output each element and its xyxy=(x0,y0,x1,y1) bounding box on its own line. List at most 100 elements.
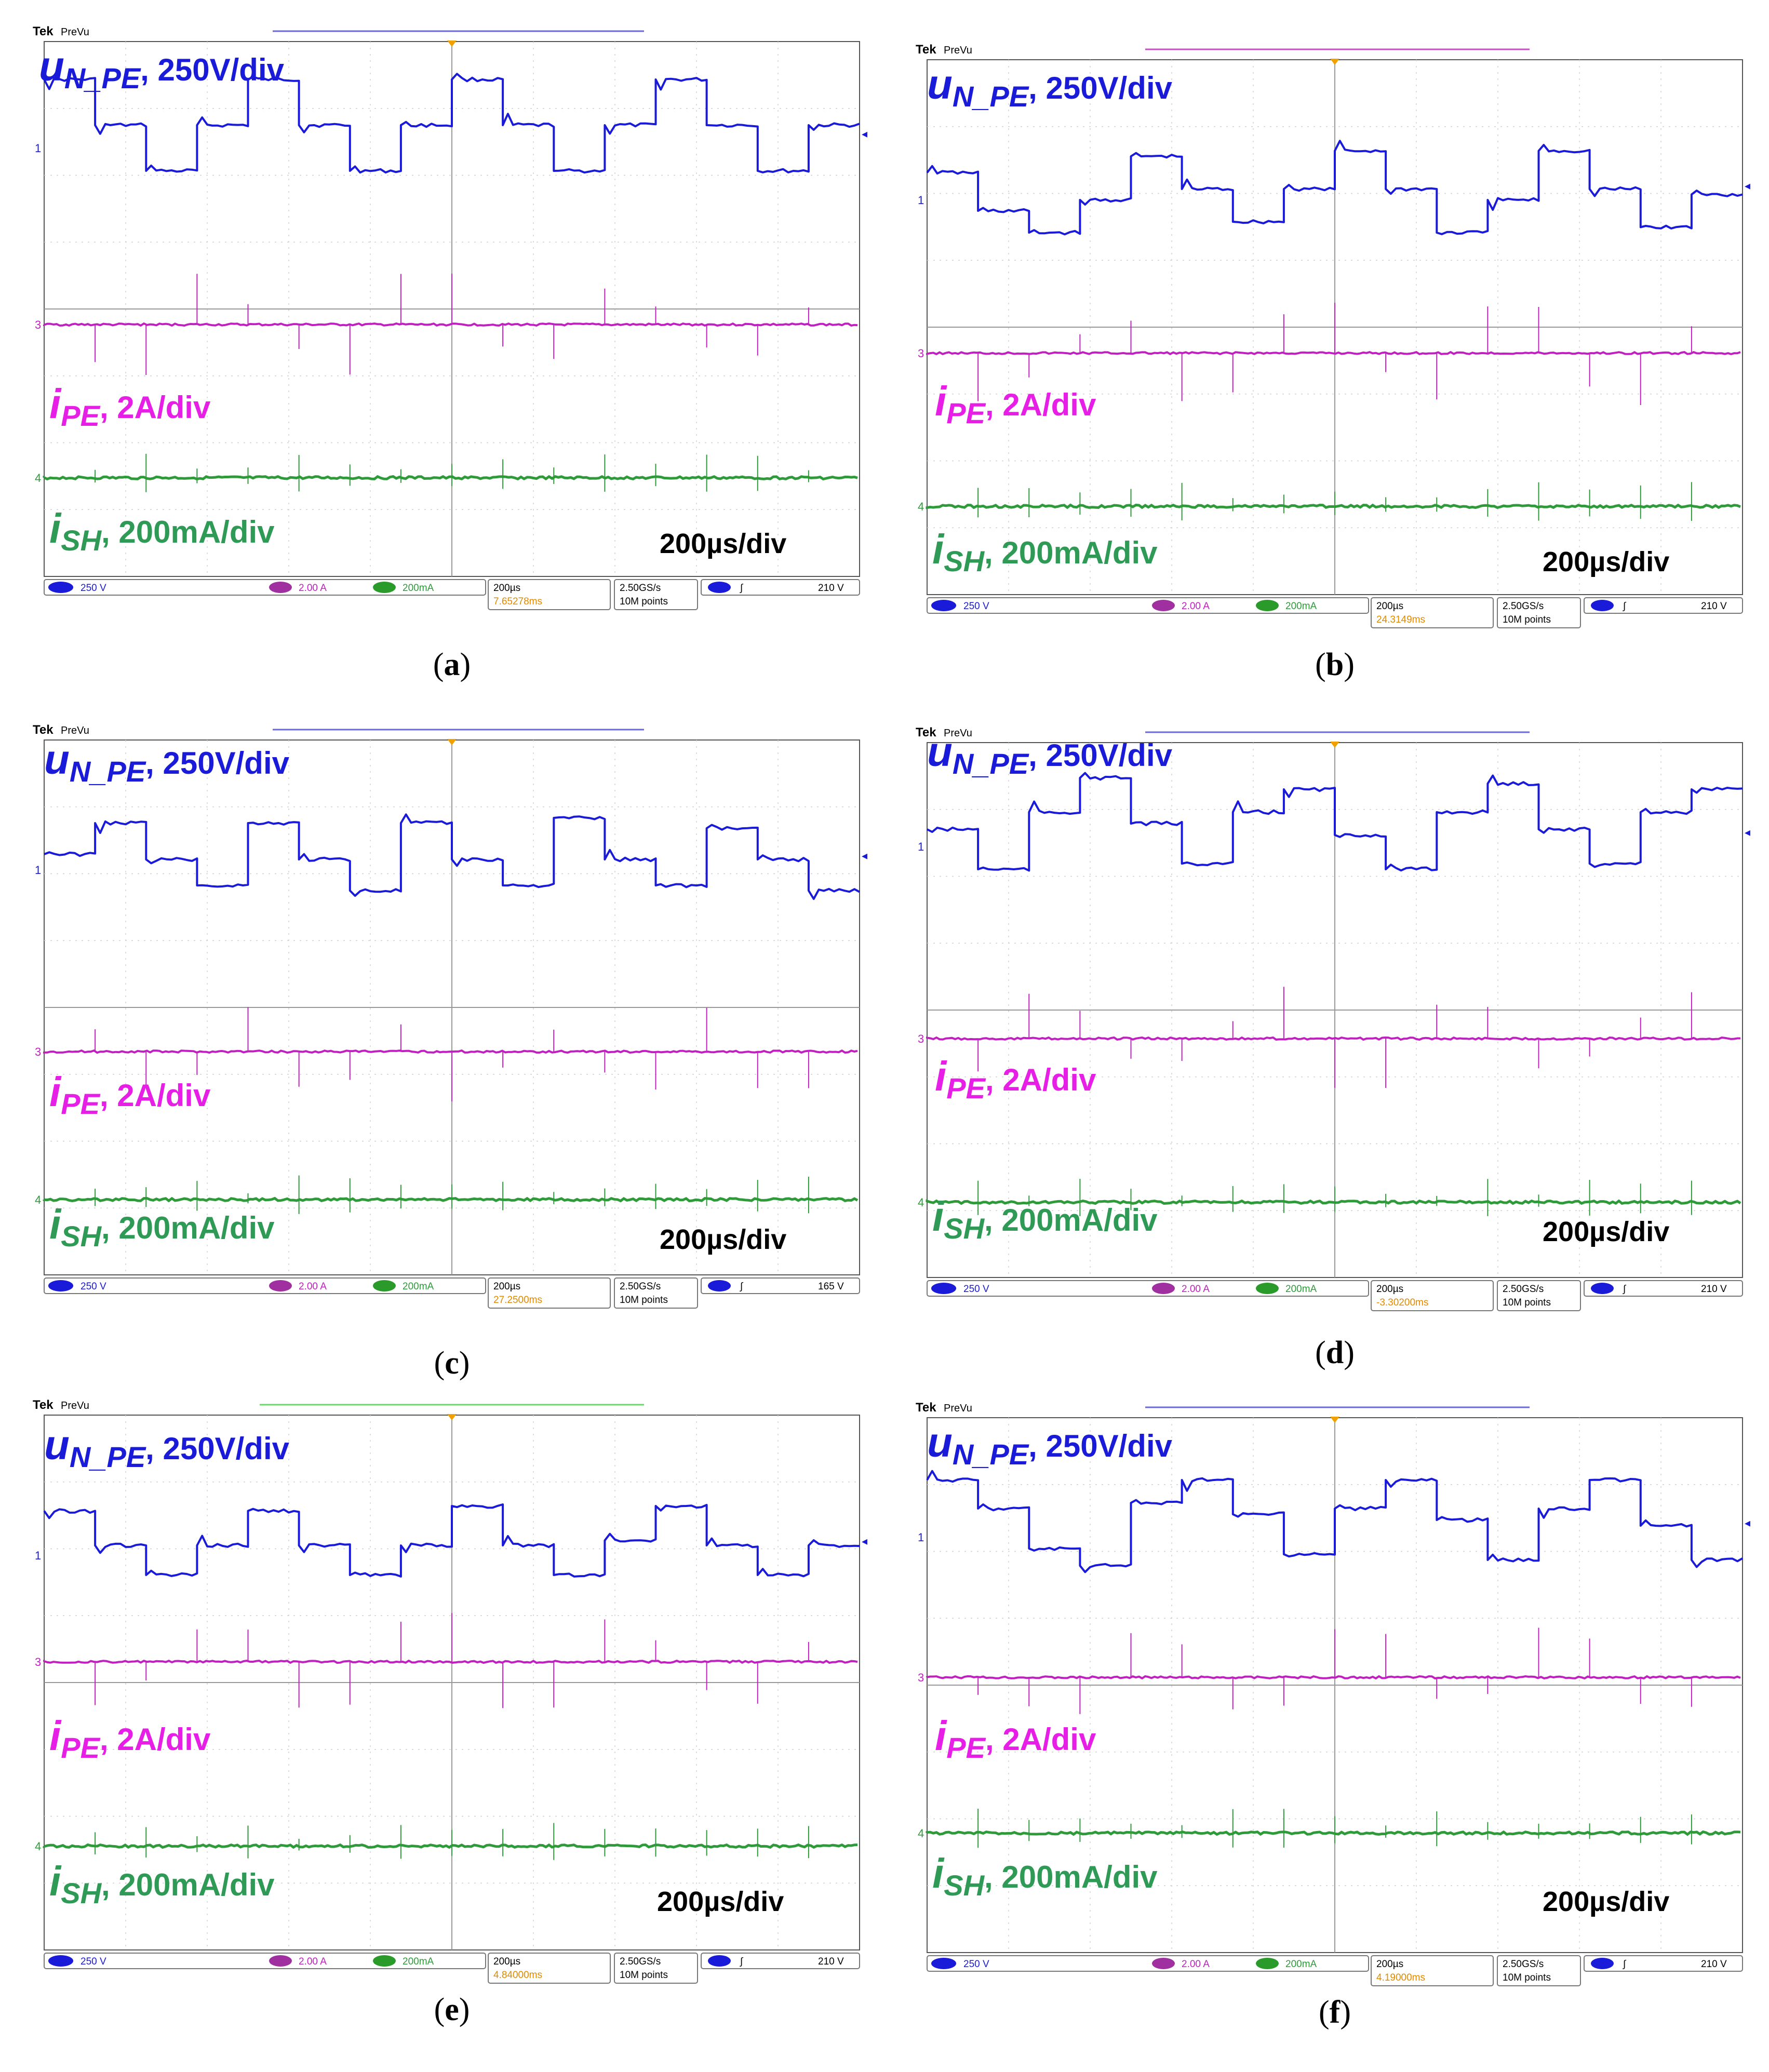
ch1-badge xyxy=(931,600,956,611)
ch4-scale: 200mA xyxy=(403,1956,434,1967)
channel-scale-box xyxy=(44,1953,486,1969)
ch3-label: iPE, 2A/div xyxy=(49,381,211,432)
record-length-value: 10M points xyxy=(1503,614,1551,625)
timebase-label: 200µs/div xyxy=(1543,1886,1669,1917)
ch1-scale: 250 V xyxy=(963,601,989,612)
scope-header: Tek PreVu xyxy=(33,24,644,38)
status-bar: 250 V 2.00 A 200mA 200µs 7.65278ms 2.50GS/s 10… xyxy=(44,579,860,610)
ch1-scale: 250 V xyxy=(963,1959,989,1970)
trigger-level-value: 210 V xyxy=(818,1956,844,1967)
channel-scale-box xyxy=(44,579,486,596)
channel-labels: uN_PE, 250V/div iPE, 2A/div iSH, 200mA/d… xyxy=(927,61,1669,577)
sample-rate-value: 2.50GS/s xyxy=(1503,1959,1544,1970)
timebase-label: 200µs/div xyxy=(1543,1216,1669,1247)
timebase-value: 200µs xyxy=(1376,1284,1403,1295)
ch3-badge xyxy=(269,1955,292,1967)
ch4-marker: 4 xyxy=(35,1193,41,1206)
ch1-label: uN_PE, 250V/div xyxy=(927,1419,1173,1471)
channel-scale-box xyxy=(927,597,1369,614)
record-length-value: 10M points xyxy=(620,596,668,607)
mode-label: PreVu xyxy=(61,26,89,38)
trigger-source-badge xyxy=(708,1955,731,1967)
ch3-marker: 3 xyxy=(918,1032,924,1045)
time-offset-value: 4.19000ms xyxy=(1376,1972,1425,1983)
ch3-scale: 2.00 A xyxy=(1182,1284,1210,1295)
graticule-grid xyxy=(927,1417,1743,1953)
scope-header: Tek PreVu xyxy=(33,723,644,737)
timebase-value: 200µs xyxy=(493,1281,520,1292)
ch4-marker: 4 xyxy=(918,500,924,513)
ch4-label: iSH, 200mA/div xyxy=(932,526,1158,577)
waveform-area: 1 ◂ 3 4 xyxy=(35,73,867,492)
time-offset-value: 4.84000ms xyxy=(493,1970,542,1981)
ch3-scale: 2.00 A xyxy=(299,583,327,594)
channel-labels: uN_PE, 250V/div iPE, 2A/div iSH, 200mA/d… xyxy=(927,1419,1669,1917)
sample-rate-value: 2.50GS/s xyxy=(620,583,661,594)
time-offset-value: 27.2500ms xyxy=(493,1295,542,1306)
ch1-trace xyxy=(43,73,860,174)
trigger-box xyxy=(1584,1280,1743,1297)
ch3-trace xyxy=(43,1049,858,1054)
ch4-badge xyxy=(373,582,396,593)
ch3-badge xyxy=(1152,1283,1175,1294)
ch3-trace xyxy=(926,1036,1740,1041)
acquisition-box xyxy=(1497,1280,1581,1311)
timebase-box xyxy=(488,579,611,610)
status-bar: 250 V 2.00 A 200mA 200µs 4.84000ms 2.50GS/s 10… xyxy=(44,1953,860,1984)
ch1-badge xyxy=(48,1955,73,1967)
channel-scale-box xyxy=(927,1280,1369,1297)
ch4-label: iSH, 200mA/div xyxy=(932,1850,1158,1902)
ch1-trace xyxy=(926,140,1743,236)
ch4-trace xyxy=(926,503,1741,509)
ch3-label: iPE, 2A/div xyxy=(935,1053,1096,1105)
scope-screen: Tek PreVu 1 ◂ 3 4 uN_PE, 250V/div iPE, 2A/d… xyxy=(33,723,867,1309)
panel-caption: (b) xyxy=(1315,647,1355,682)
acquisition-box xyxy=(614,1277,698,1309)
ch4-trace xyxy=(926,1830,1741,1836)
ch3-badge xyxy=(269,1280,292,1291)
timebase-value: 200µs xyxy=(493,1956,520,1967)
panel-caption: (e) xyxy=(434,1992,470,2027)
record-length-value: 10M points xyxy=(620,1295,668,1306)
trigger-position-marker xyxy=(447,41,457,47)
graticule-grid xyxy=(44,1414,860,1950)
ch1-label: uN_PE, 250V/div xyxy=(927,729,1173,780)
ch3-marker: 3 xyxy=(918,1671,924,1684)
timebase-label: 200µs/div xyxy=(660,528,786,559)
ch4-badge xyxy=(373,1280,396,1291)
ch1-level-arrow: ◂ xyxy=(862,1535,867,1548)
ch3-label: iPE, 2A/div xyxy=(935,378,1096,429)
ch1-label: uN_PE, 250V/div xyxy=(39,43,285,95)
ch4-marker: 4 xyxy=(35,472,41,485)
scope-header: Tek PreVu xyxy=(916,725,1530,739)
waveform-area: 1 ◂ 3 4 xyxy=(918,140,1750,521)
timebase-label: 200µs/div xyxy=(657,1886,784,1917)
ch4-label: iSH, 200mA/div xyxy=(49,1201,275,1253)
ch3-scale: 2.00 A xyxy=(299,1281,327,1292)
brand-label: Tek xyxy=(33,1398,53,1412)
scope-screen: Tek PreVu 1 ◂ 3 4 uN_PE, 250V/div iPE, 2A/d… xyxy=(33,1398,867,1984)
mode-label: PreVu xyxy=(61,1400,89,1411)
ch3-trace xyxy=(43,1659,858,1664)
trigger-level-value: 210 V xyxy=(1701,1959,1727,1970)
ch1-marker: 1 xyxy=(35,864,41,877)
ch1-scale: 250 V xyxy=(81,1956,106,1967)
brand-label: Tek xyxy=(916,1401,936,1415)
ch1-marker: 1 xyxy=(918,194,924,207)
waveform-area: 1 ◂ 3 4 xyxy=(35,1503,867,1860)
trigger-level-value: 165 V xyxy=(818,1281,844,1292)
timebase-value: 200µs xyxy=(493,583,520,594)
status-bar: 250 V 2.00 A 200mA 200µs -3.30200ms 2.50GS/s 1… xyxy=(927,1280,1743,1311)
ch1-label: uN_PE, 250V/div xyxy=(927,61,1173,113)
acquisition-box xyxy=(614,1953,698,1984)
brand-label: Tek xyxy=(33,24,53,38)
ch3-marker: 3 xyxy=(35,1656,41,1669)
mode-label: PreVu xyxy=(944,728,972,739)
acquisition-box xyxy=(614,579,698,610)
record-length-value: 10M points xyxy=(1503,1972,1551,1983)
channel-scale-box xyxy=(927,1955,1369,1972)
ch1-badge xyxy=(931,1958,956,1969)
ch1-level-arrow: ◂ xyxy=(1745,826,1750,839)
channel-labels: uN_PE, 250V/div iPE, 2A/div iSH, 200mA/d… xyxy=(927,729,1669,1247)
ch1-level-arrow: ◂ xyxy=(862,849,867,862)
